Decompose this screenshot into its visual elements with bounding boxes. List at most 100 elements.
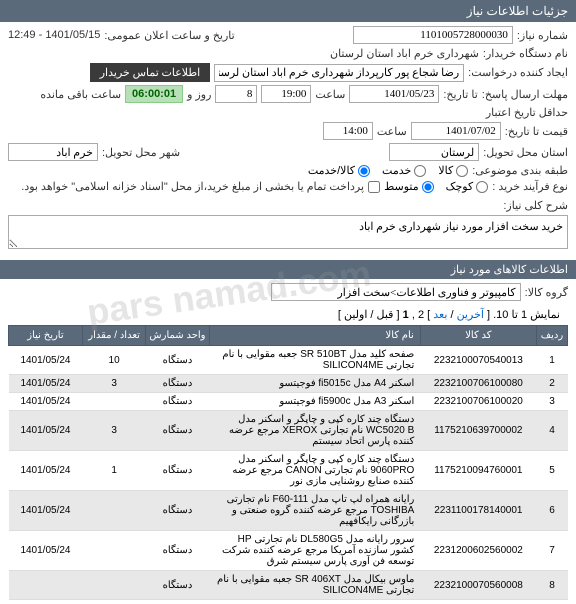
th-name: نام کالا <box>209 326 420 346</box>
validity-label: حداقل تاریخ اعتبار <box>486 106 568 119</box>
cell-unit: دستگاه <box>146 411 209 451</box>
need-no-input[interactable] <box>353 26 513 44</box>
cell-date: 1401/05/24 <box>9 451 83 491</box>
time-label-2: ساعت <box>377 125 407 138</box>
province-label: استان محل تحویل: <box>483 146 568 159</box>
cell-code: 2232100070540013 <box>420 346 536 375</box>
page-header: جزئیات اطلاعات نیاز <box>0 0 576 22</box>
cell-name: صفحه کلید مدل SR 510BT جعبه مقوایی با نا… <box>209 346 420 375</box>
pager-next-link[interactable]: بعد <box>433 309 447 321</box>
table-row[interactable]: 22232100706100080اسکنر A4 مدل fi5015c فو… <box>9 375 568 393</box>
description-textarea[interactable] <box>8 215 568 249</box>
cell-row: 6 <box>536 491 567 531</box>
cell-unit: دستگاه <box>146 346 209 375</box>
cell-qty <box>82 491 145 531</box>
treasury-checkbox[interactable] <box>368 181 380 193</box>
cell-code: 2231200602560002 <box>420 531 536 571</box>
days-and-label: روز و <box>187 88 211 101</box>
time-label-1: ساعت <box>315 88 345 101</box>
cell-qty: 3 <box>82 411 145 451</box>
desc-label: شرح کلی نیاز: <box>503 199 568 212</box>
cell-row: 4 <box>536 411 567 451</box>
th-qty: تعداد / مقدار <box>82 326 145 346</box>
cell-unit: دستگاه <box>146 451 209 491</box>
table-row[interactable]: 51175210094760001دستگاه چند کاره کپی و چ… <box>9 451 568 491</box>
deadline-time-input[interactable] <box>261 85 311 103</box>
cell-unit: دستگاه <box>146 571 209 600</box>
table-row[interactable]: 32232100706100020اسکنر A3 مدل fi5900c فو… <box>9 393 568 411</box>
cell-date: 1401/05/24 <box>9 491 83 531</box>
th-code: کد کالا <box>420 326 536 346</box>
process-label: نوع فرآیند خرید : <box>492 180 568 193</box>
city-input[interactable] <box>8 143 98 161</box>
cell-code: 2232100706100080 <box>420 375 536 393</box>
radio-small[interactable]: کوچک <box>446 180 489 193</box>
cell-date: 1401/05/24 <box>9 346 83 375</box>
cell-unit: دستگاه <box>146 393 209 411</box>
group-label: گروه کالا: <box>525 286 568 299</box>
page-title: جزئیات اطلاعات نیاز <box>467 4 568 18</box>
validity-time-input[interactable] <box>323 122 373 140</box>
cell-code: 2232100706100020 <box>420 393 536 411</box>
deadline-date-input[interactable] <box>349 85 439 103</box>
city-label: شهر محل تحویل: <box>102 146 180 159</box>
cell-date: 1401/05/24 <box>9 375 83 393</box>
cell-row: 8 <box>536 571 567 600</box>
table-row[interactable]: 72231200602560002سرور رایانه مدل DL580G5… <box>9 531 568 571</box>
need-no-label: شماره نیاز: <box>517 29 568 42</box>
requester-input[interactable] <box>214 64 464 82</box>
radio-both[interactable]: کالا/خدمت <box>308 164 370 177</box>
cell-unit: دستگاه <box>146 531 209 571</box>
category-label: طبقه بندی موضوعی: <box>472 164 568 177</box>
cell-unit: دستگاه <box>146 375 209 393</box>
radio-goods-input[interactable] <box>456 165 468 177</box>
radio-small-input[interactable] <box>476 181 488 193</box>
payment-note: پرداخت تمام یا بخشی از مبلغ خرید،از محل … <box>21 180 364 193</box>
cell-row: 5 <box>536 451 567 491</box>
cell-name: ماوس بیکال مدل SR 406XT جعبه مقوایی با ن… <box>209 571 420 600</box>
radio-medium[interactable]: متوسط <box>384 180 434 193</box>
cell-name: اسکنر A3 مدل fi5900c فوجیتسو <box>209 393 420 411</box>
th-row: ردیف <box>536 326 567 346</box>
cell-date: 1401/05/24 <box>9 411 83 451</box>
pager-current: 1 <box>403 309 409 321</box>
announce-value: 1401/05/15 - 12:49 <box>8 29 100 41</box>
items-table: ردیف کد کالا نام کالا واحد شمارش تعداد /… <box>8 325 568 600</box>
th-unit: واحد شمارش <box>146 326 209 346</box>
cell-name: اسکنر A4 مدل fi5015c فوجیتسو <box>209 375 420 393</box>
cell-code: 2232100070560008 <box>420 571 536 600</box>
table-row[interactable]: 41175210639700002دستگاه چند کاره کپی و چ… <box>9 411 568 451</box>
cell-name: دستگاه چند کاره کپی و چاپگر و اسکنر مدل … <box>209 451 420 491</box>
deadline-label: مهلت ارسال پاسخ: <box>482 88 568 101</box>
radio-service-input[interactable] <box>414 165 426 177</box>
cell-date: 1401/05/24 <box>9 531 83 571</box>
table-row[interactable]: 12232100070540013صفحه کلید مدل SR 510BT … <box>9 346 568 375</box>
process-radio-group: کوچک متوسط <box>384 180 488 193</box>
items-section-header: اطلاعات کالاهای مورد نیاز <box>0 260 576 279</box>
radio-service[interactable]: خدمت <box>382 164 426 177</box>
cell-name: رایانه همراه لپ تاپ مدل F60-111 نام تجار… <box>209 491 420 531</box>
contact-buyer-button[interactable]: اطلاعات تماس خریدار <box>90 63 210 82</box>
radio-both-input[interactable] <box>358 165 370 177</box>
group-input[interactable] <box>271 283 521 301</box>
cell-row: 7 <box>536 531 567 571</box>
time-remaining-badge: 06:00:01 <box>125 85 183 103</box>
buyer-org-value: شهرداری خرم اباد استان لرستان <box>330 47 479 60</box>
remaining-label: ساعت باقی مانده <box>40 88 121 101</box>
cell-row: 1 <box>536 346 567 375</box>
days-remaining-input[interactable] <box>215 85 257 103</box>
table-row[interactable]: 82232100070560008ماوس بیکال مدل SR 406XT… <box>9 571 568 600</box>
pager-last-link[interactable]: آخرین <box>457 309 484 321</box>
cell-row: 3 <box>536 393 567 411</box>
category-radio-group: کالا خدمت کالا/خدمت <box>308 164 468 177</box>
radio-goods[interactable]: کالا <box>438 164 468 177</box>
cell-qty: 3 <box>82 375 145 393</box>
cell-qty <box>82 393 145 411</box>
validity-until: قیمت تا تاریخ: <box>505 125 568 138</box>
table-row[interactable]: 62231100178140001رایانه همراه لپ تاپ مدل… <box>9 491 568 531</box>
cell-code: 1175210639700002 <box>420 411 536 451</box>
province-input[interactable] <box>389 143 479 161</box>
radio-medium-input[interactable] <box>422 181 434 193</box>
validity-date-input[interactable] <box>411 122 501 140</box>
buyer-org-label: نام دستگاه خریدار: <box>483 47 568 60</box>
